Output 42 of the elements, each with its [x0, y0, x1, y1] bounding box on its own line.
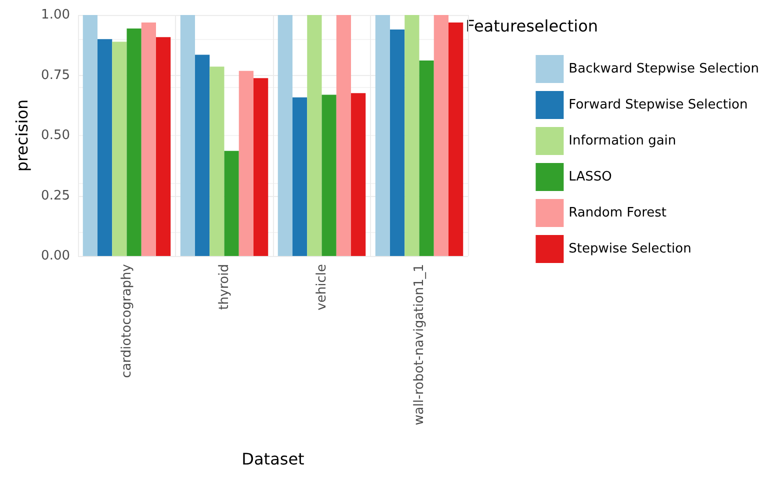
legend-label: Random Forest [568, 206, 667, 220]
bar [375, 15, 390, 256]
legend-title: Featureselection [466, 16, 598, 36]
legend-label: Information gain [568, 134, 676, 148]
bar [156, 37, 171, 256]
bar [210, 66, 224, 256]
bar [336, 15, 351, 256]
x-tick-label: wall-robot-navigation1_1 [412, 264, 427, 426]
bar [98, 39, 112, 256]
y-tick-label: 0.50 [41, 128, 70, 143]
bar [278, 15, 292, 256]
legend-label: Backward Stepwise Selection [568, 62, 760, 76]
bar [195, 54, 210, 256]
bar [448, 22, 464, 256]
bar [404, 15, 420, 256]
bar [180, 15, 195, 256]
x-tick-label: vehicle [314, 264, 330, 310]
bar [224, 150, 239, 256]
bar [434, 15, 448, 256]
legend-label: Stepwise Selection [568, 242, 692, 256]
y-axis-title: precision [12, 99, 32, 172]
y-tick-label: 0.75 [41, 68, 70, 83]
bar [112, 42, 127, 256]
bar [419, 60, 434, 256]
bar [141, 22, 156, 256]
bar [82, 15, 98, 256]
bar [390, 29, 405, 256]
x-axis-title: Dataset [242, 450, 304, 468]
bar [292, 97, 308, 256]
bar [322, 94, 336, 256]
x-tick-label: thyroid [216, 264, 232, 310]
y-tick-label: 0.25 [41, 188, 70, 204]
bar [307, 15, 322, 256]
x-tick-label: cardiotocography [119, 264, 134, 378]
legend-label: Forward Stepwise Selection [568, 98, 748, 112]
y-tick-label: 1.00 [41, 8, 70, 22]
bar [254, 78, 268, 256]
legend-label: LASSO [568, 170, 612, 184]
y-tick-label: 0.00 [41, 248, 70, 264]
bar [126, 28, 142, 256]
bar [238, 70, 254, 256]
bar [351, 93, 366, 256]
